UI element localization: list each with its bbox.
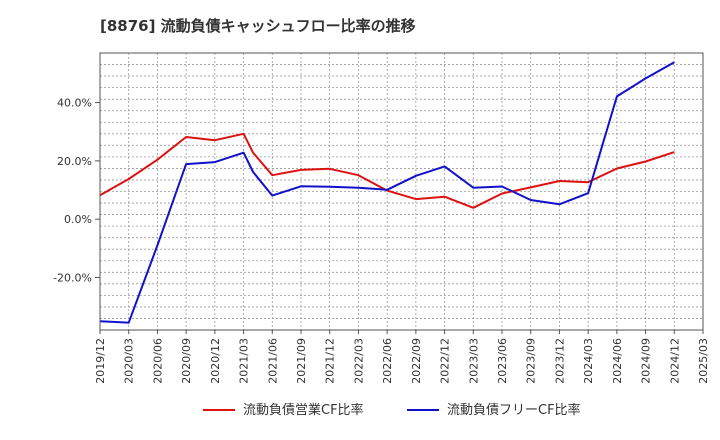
y-tick-layer: 40.0% 20.0% 0.0% -20.0% (53, 97, 100, 285)
y-tick-label: -20.0% (53, 272, 92, 285)
y-tick-label: 40.0% (57, 97, 92, 110)
x-tick-label: 2022/06 (381, 338, 394, 384)
grid-layer (99, 52, 704, 331)
x-tick-label: 2020/03 (123, 338, 136, 384)
x-tick-label: 2024/09 (640, 338, 653, 384)
x-tick-layer: 2019/12 2020/03 2020/06 2020/09 2020/12 2021/… (94, 330, 710, 384)
x-tick-label: 2021/03 (238, 338, 251, 384)
x-tick-label: 2022/09 (410, 338, 423, 384)
legend-label: 流動負債フリーCF比率 (447, 402, 581, 418)
x-tick-label: 2021/06 (266, 338, 279, 384)
series-layer (99, 61, 675, 324)
y-tick-label: 0.0% (64, 213, 92, 226)
y-tick-label: 20.0% (57, 155, 92, 168)
x-tick-label: 2019/12 (94, 338, 107, 384)
chart-title: [8876] 流動負債キャッシュフロー比率の推移 (100, 17, 416, 35)
x-tick-label: 2023/03 (467, 338, 480, 384)
legend-label: 流動負債営業CF比率 (243, 402, 364, 418)
x-tick-label: 2020/09 (180, 338, 193, 384)
x-tick-label: 2023/12 (553, 338, 566, 384)
x-tick-label: 2020/06 (151, 338, 164, 384)
series-line-1 (99, 132, 675, 209)
x-tick-label: 2025/03 (697, 338, 710, 384)
series-line-2 (99, 61, 675, 324)
x-tick-label: 2023/09 (525, 338, 538, 384)
x-tick-label: 2024/12 (668, 338, 681, 384)
x-tick-label: 2024/03 (582, 338, 595, 384)
plot-area-border (99, 52, 704, 331)
x-tick-label: 2021/09 (295, 338, 308, 384)
x-tick-label: 2022/12 (439, 338, 452, 384)
x-tick-label: 2022/03 (352, 338, 365, 384)
x-tick-label: 2021/12 (324, 338, 337, 384)
x-tick-label: 2023/06 (496, 338, 509, 384)
legend: 流動負債営業CF比率 流動負債フリーCF比率 (203, 402, 581, 418)
x-tick-label: 2020/12 (209, 338, 222, 384)
x-tick-label: 2024/06 (611, 338, 624, 384)
